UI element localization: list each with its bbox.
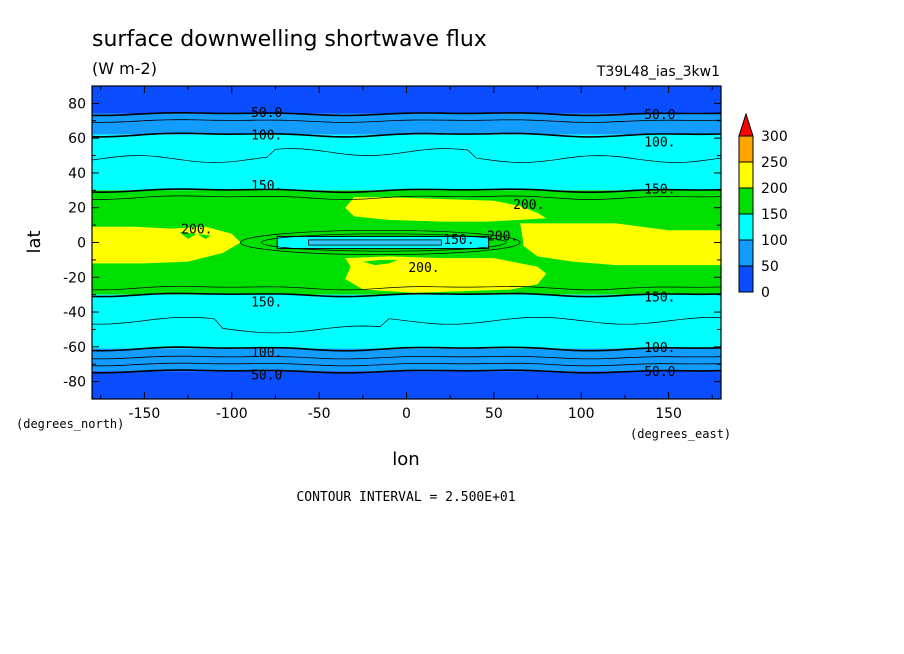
contour-line — [91, 292, 722, 298]
contour-label: 150. — [251, 296, 282, 311]
contour-label: 200. — [513, 198, 544, 213]
contour-label: 150. — [644, 183, 675, 198]
contour-line — [92, 112, 722, 117]
x-units-label: (degrees_east) — [630, 427, 731, 441]
y-axis-label: lat — [24, 230, 45, 253]
colorbar-label: 100 — [761, 233, 788, 249]
flux-region-south — [345, 256, 547, 293]
colorbar-box — [738, 213, 754, 241]
contour-line — [261, 233, 507, 252]
colorbar-box — [738, 135, 754, 163]
y-tick-label: 60 — [68, 131, 86, 147]
flux-band — [92, 348, 721, 372]
y-tick-label: 80 — [68, 96, 86, 112]
contour-line — [92, 362, 722, 367]
contour-line — [91, 346, 722, 352]
flux-region-north — [345, 197, 547, 222]
y-tick-label: 20 — [68, 201, 86, 217]
flux-patch-south — [362, 259, 398, 266]
x-tick-label: 0 — [402, 406, 411, 422]
y-tick-label: 40 — [68, 166, 86, 182]
contour-label: 100. — [251, 346, 282, 361]
contour-lines — [91, 112, 722, 374]
colorbar-label: 50 — [761, 259, 779, 275]
flux-band — [92, 294, 721, 349]
colorbar: 0 50 100 150 200 250 300 — [738, 112, 788, 301]
y-tick-label: -80 — [63, 375, 86, 391]
x-tick-label: 150 — [655, 406, 682, 422]
contour-label: 100. — [644, 341, 675, 356]
contour-line — [91, 355, 722, 360]
contour-line — [91, 132, 722, 138]
colorbar-label: 0 — [761, 285, 770, 301]
colorbar-label: 200 — [761, 181, 788, 197]
colorbar-label: 150 — [761, 207, 788, 223]
contour-label: 200. — [408, 261, 439, 276]
dataset-label: T39L48_ias_3kw1 — [596, 64, 720, 80]
x-tick-label: -150 — [129, 406, 161, 422]
x-axis: -150 -100 -50 0 50 100 150 — [100, 86, 713, 422]
flux-band — [92, 113, 721, 135]
x-axis-label: lon — [392, 449, 419, 470]
contour-line — [91, 316, 722, 334]
x-tick-label: 100 — [568, 406, 595, 422]
colorbar-box — [738, 265, 754, 293]
flux-band — [92, 134, 721, 191]
contour-label: 50.0 — [644, 365, 675, 380]
contour-line — [91, 285, 722, 291]
x-tick-label: -100 — [216, 406, 248, 422]
contour-label: 150. — [443, 233, 474, 248]
chart-subtitle: (W m-2) — [92, 59, 157, 78]
contour-line — [91, 369, 722, 374]
filled-contour-map — [92, 86, 721, 399]
colorbar-overflow-triangle — [738, 112, 754, 137]
equatorial-core — [308, 239, 442, 246]
contour-label: 100. — [644, 136, 675, 151]
y-tick-label: 0 — [77, 236, 86, 252]
contour-label: 200. — [487, 230, 518, 245]
y-tick-label: -20 — [63, 270, 86, 286]
contour-label: 50.0 — [251, 106, 282, 121]
contour-interval-note: CONTOUR INTERVAL = 2.500E+01 — [296, 490, 515, 505]
contour-label: 150. — [251, 179, 282, 194]
chart-title: surface downwelling shortwave flux — [92, 27, 487, 52]
colorbar-box — [738, 187, 754, 215]
flux-region-east — [520, 223, 721, 266]
flux-patch-west — [179, 232, 211, 239]
colorbar-label: 250 — [761, 155, 788, 171]
x-tick-label: 50 — [485, 406, 503, 422]
contour-label: 100. — [251, 129, 282, 144]
contour-label: 150. — [644, 290, 675, 305]
contour-line — [91, 119, 722, 123]
colorbar-label: 300 — [761, 129, 788, 145]
contour-line — [91, 195, 722, 200]
contour-label: 200. — [181, 223, 212, 238]
y-tick-label: -40 — [63, 305, 86, 321]
contour-labels: 50.0 50.0 100. 100. 150. 150. 200. 200. 150. 200.… — [181, 106, 675, 384]
colorbar-box — [738, 239, 754, 267]
y-tick-label: -60 — [63, 340, 86, 356]
y-units-label: (degrees_north) — [16, 417, 124, 431]
contour-line — [91, 148, 722, 163]
contour-label: 50.0 — [644, 108, 675, 123]
colorbar-box — [738, 161, 754, 189]
contour-line — [91, 188, 722, 194]
contour-line — [240, 229, 521, 256]
x-tick-label: -50 — [308, 406, 331, 422]
y-axis: 80 60 40 20 0 -20 -40 -60 -80 — [63, 85, 721, 400]
contour-label: 50.0 — [251, 369, 282, 384]
